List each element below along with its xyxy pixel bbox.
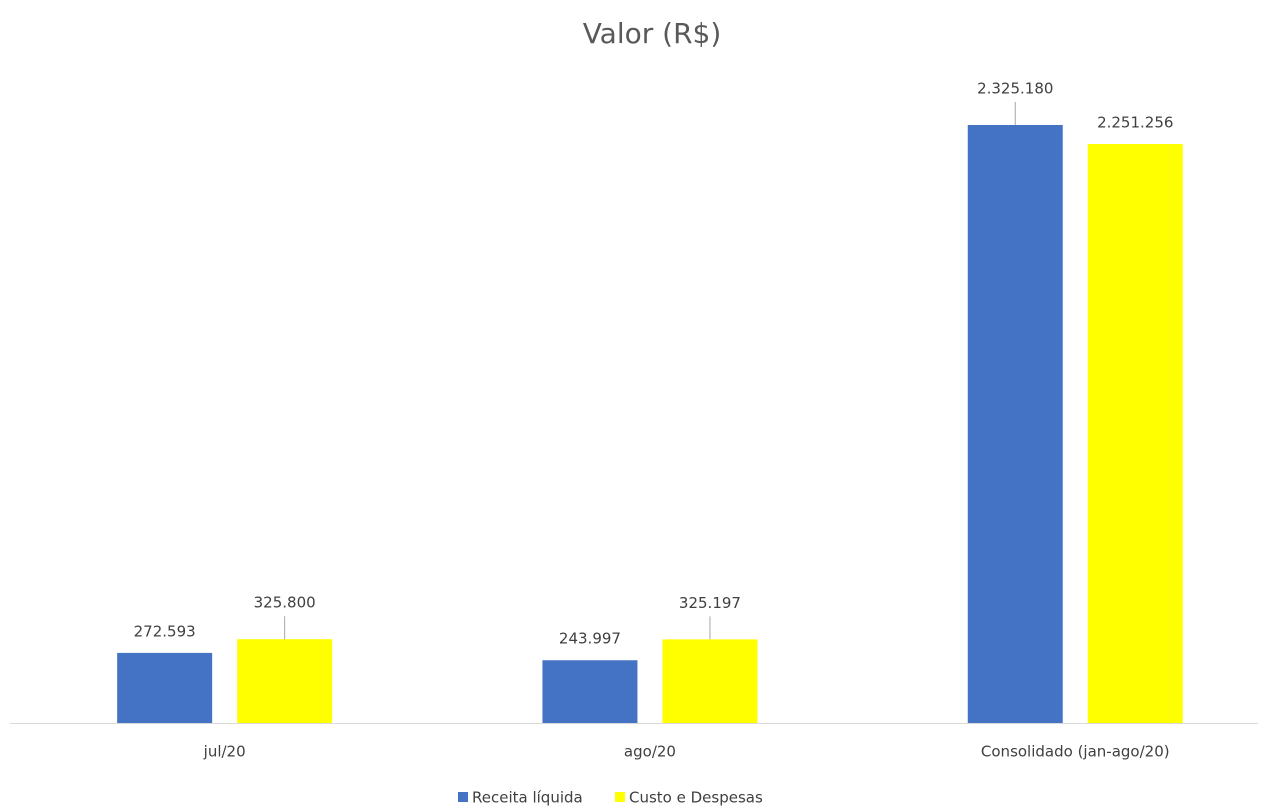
- bar: [967, 125, 1063, 723]
- bar: [237, 639, 333, 723]
- legend-swatch: [615, 792, 625, 802]
- data-label: 2.325.180: [977, 80, 1053, 98]
- bar: [662, 639, 758, 723]
- bar: [1087, 144, 1183, 724]
- data-label: 325.197: [679, 594, 741, 612]
- legend-swatch: [458, 792, 468, 802]
- chart-title: Valor (R$): [583, 17, 722, 50]
- data-label: 2.251.256: [1097, 114, 1173, 132]
- data-label: 325.800: [254, 594, 316, 612]
- x-tick-label: jul/20: [203, 743, 246, 761]
- x-tick-label: Consolidado (jan-ago/20): [981, 743, 1170, 761]
- data-label: 272.593: [134, 622, 196, 640]
- x-tick-label: ago/20: [624, 743, 676, 761]
- data-label: 243.997: [559, 630, 621, 648]
- bar: [117, 652, 213, 723]
- bar: [542, 660, 638, 723]
- legend-label: Receita líquida: [472, 789, 583, 807]
- legend-label: Custo e Despesas: [629, 789, 763, 807]
